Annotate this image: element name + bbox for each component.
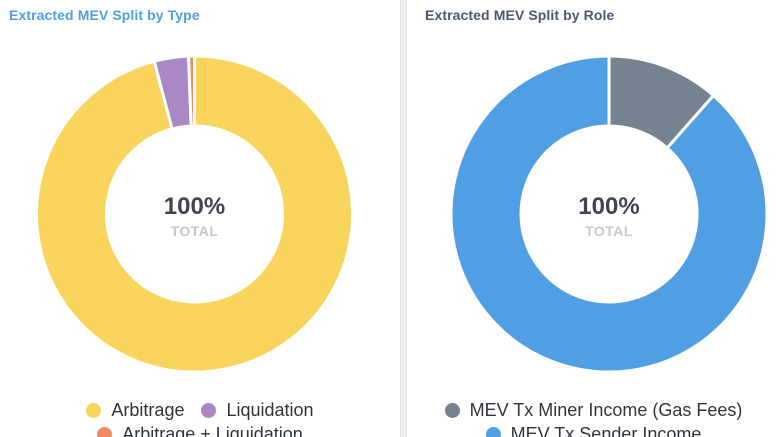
donut-chart-split-by-type: 100% TOTAL: [35, 54, 354, 374]
donut-center-value: 100%: [164, 193, 225, 220]
donut-chart-split-by-role: 100% TOTAL: [449, 54, 769, 374]
legend-dot: [97, 427, 113, 437]
chart-title-split-by-type[interactable]: Extracted MEV Split by Type: [9, 7, 200, 23]
legend-label: MEV Tx Sender Income: [510, 424, 702, 437]
legend-label: Arbitrage + Liquidation: [122, 424, 303, 437]
donut-slice-mev-tx-sender-income[interactable]: [449, 54, 769, 374]
legend-dot: [485, 427, 501, 437]
legend-item-arbitrage-liquidation[interactable]: Arbitrage + Liquidation: [97, 424, 303, 437]
donut-center-value: 100%: [578, 193, 639, 220]
panel-divider: [400, 0, 407, 437]
chart-title-split-by-role[interactable]: Extracted MEV Split by Role: [425, 7, 615, 23]
donut-slice-arbitrage-liquidation[interactable]: [187, 54, 196, 128]
legend-dot: [86, 403, 102, 418]
donut-slices: [35, 54, 354, 374]
legend-item-arbitrage[interactable]: Arbitrage: [86, 400, 184, 421]
legend-row: MEV Tx Sender Income: [407, 424, 780, 437]
legend-label: Liquidation: [226, 400, 314, 420]
legend-item-miner-income[interactable]: MEV Tx Miner Income (Gas Fees): [444, 400, 743, 421]
donut-center-label: TOTAL: [585, 223, 633, 239]
legend-label: Arbitrage: [111, 400, 185, 420]
legend-row: Arbitrage Liquidation: [0, 400, 400, 423]
legend-item-sender-income[interactable]: MEV Tx Sender Income: [485, 424, 702, 437]
legend-item-liquidation[interactable]: Liquidation: [201, 400, 314, 421]
legend-row: MEV Tx Miner Income (Gas Fees): [407, 400, 780, 423]
donut-slices: [449, 54, 769, 374]
chart-card-split-by-type: Extracted MEV Split by Type 100% TOTAL A…: [0, 7, 400, 437]
donut-center-label: TOTAL: [171, 223, 219, 239]
legend-dot: [201, 403, 217, 418]
legend-label: MEV Tx Miner Income (Gas Fees): [469, 400, 743, 420]
legend-dot: [444, 403, 460, 418]
chart-card-split-by-role: Extracted MEV Split by Role 100% TOTAL M…: [407, 0, 780, 437]
legend-row: Arbitrage + Liquidation: [0, 424, 400, 437]
donut-slice-arbitrage[interactable]: [35, 54, 354, 374]
